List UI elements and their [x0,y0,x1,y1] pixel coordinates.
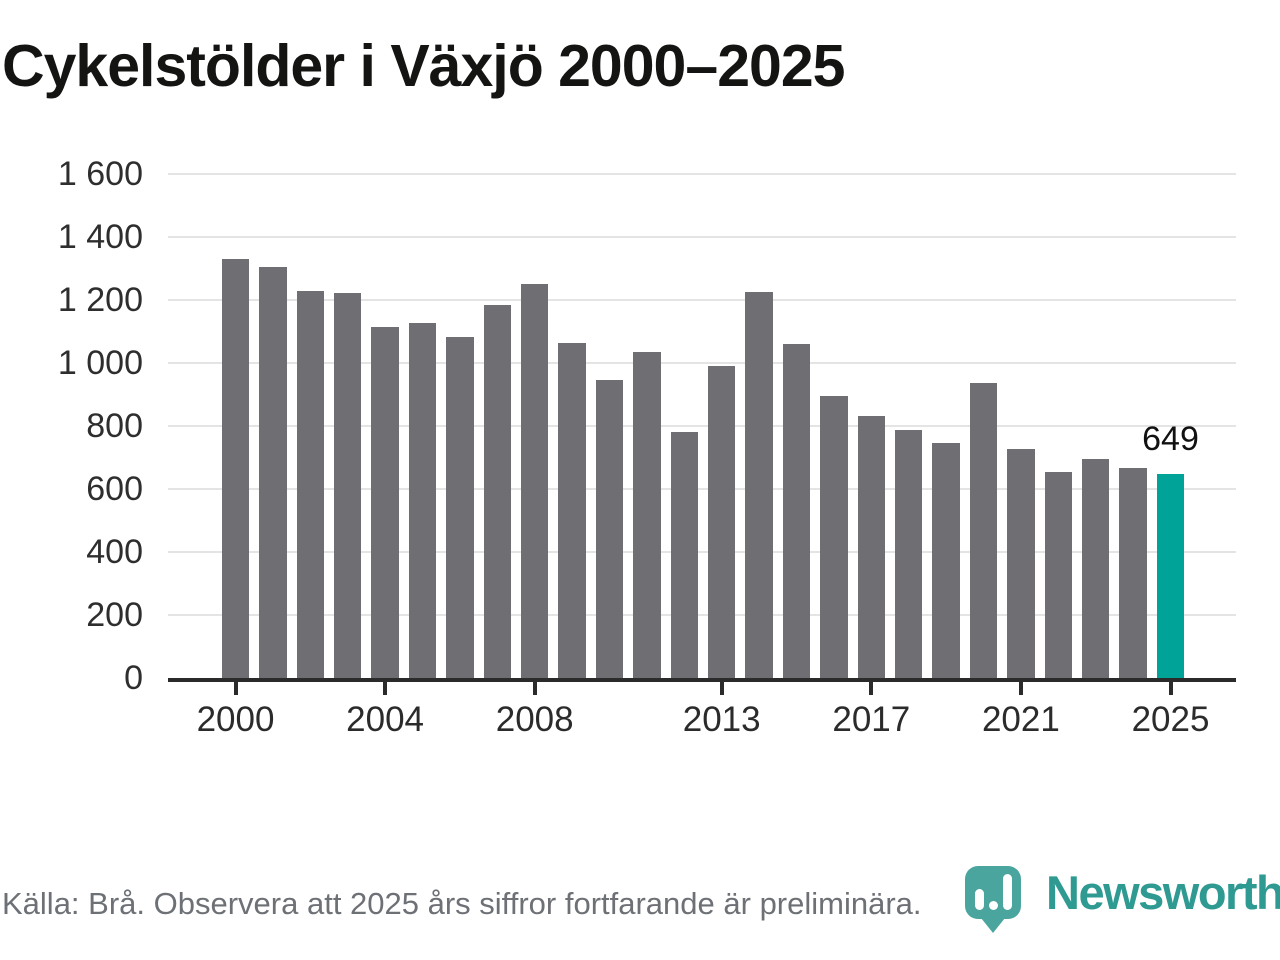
logo-wordmark: Newsworthy [1046,866,1280,919]
x-axis-tick-label: 2013 [682,700,761,739]
bar-2002 [296,290,325,678]
bar-2017 [857,415,886,678]
bar-2019 [932,443,960,678]
bar-2013 [707,366,736,678]
gridline-1200 [168,299,1236,301]
gridline-200 [168,614,1236,616]
bar-2001 [259,266,287,678]
bar-2003 [333,293,362,678]
y-axis-tick-label: 1 600 [57,155,143,193]
y-axis-tick-label: 600 [86,470,143,508]
bar-2009 [558,342,586,678]
bar-2021 [1007,449,1035,678]
gridline-1400 [168,236,1236,238]
y-axis-tick-label: 0 [124,659,143,697]
x-tick-2025 [1168,682,1173,695]
bar-2006 [446,337,474,678]
bar-2022 [1044,471,1073,678]
bar-2011 [633,351,661,678]
gridline-600 [168,488,1236,490]
x-axis-tick-label: 2025 [1131,700,1210,739]
gridline-800 [168,425,1236,427]
bar-2007 [483,304,512,678]
x-tick-2013 [719,682,724,695]
y-axis-tick-label: 200 [86,596,143,634]
y-axis-tick-label: 1 200 [57,281,143,319]
x-axis-tick-label: 2021 [981,700,1060,739]
x-tick-2000 [233,682,238,695]
x-axis-tick-label: 2017 [832,700,911,739]
x-tick-2017 [869,682,874,695]
bar-2015 [782,344,811,678]
y-axis-tick-label: 400 [86,533,143,571]
x-axis-tick-label: 2008 [495,700,574,739]
gridline-1600 [168,173,1236,175]
bar-2010 [595,380,624,678]
y-axis-tick-label: 1 000 [57,344,143,382]
bar-2000 [221,259,250,678]
bar-2008 [520,284,549,678]
map-pin-bar-chart-icon [965,866,1021,919]
bar-2005 [408,322,437,678]
bar-2004 [371,326,399,678]
gridline-400 [168,551,1236,553]
y-axis-tick-label: 800 [86,407,143,445]
bar-chart-plot-area [168,173,1236,678]
x-tick-2008 [532,682,537,695]
y-axis-tick-label: 1 400 [57,218,143,256]
gridline-1000 [168,362,1236,364]
x-axis-tick-label: 2004 [346,700,425,739]
bar-2016 [820,396,848,678]
bar-2012 [670,432,699,678]
bar-2023 [1081,459,1110,678]
x-axis-line [168,678,1236,682]
chart-title: Cykelstölder i Växjö 2000–2025 [2,33,845,99]
source-note: Källa: Brå. Observera att 2025 års siffr… [2,886,922,921]
bar-2014 [745,291,773,678]
pin-pointer [981,918,1005,933]
x-tick-2004 [383,682,388,695]
bar-2020 [969,383,998,678]
x-tick-2021 [1018,682,1023,695]
bar-2024 [1119,468,1147,678]
bar-2018 [894,429,923,678]
x-axis-tick-label: 2000 [196,700,275,739]
last-value-annotation: 649 [1142,420,1199,458]
bar-2025 [1156,473,1185,678]
